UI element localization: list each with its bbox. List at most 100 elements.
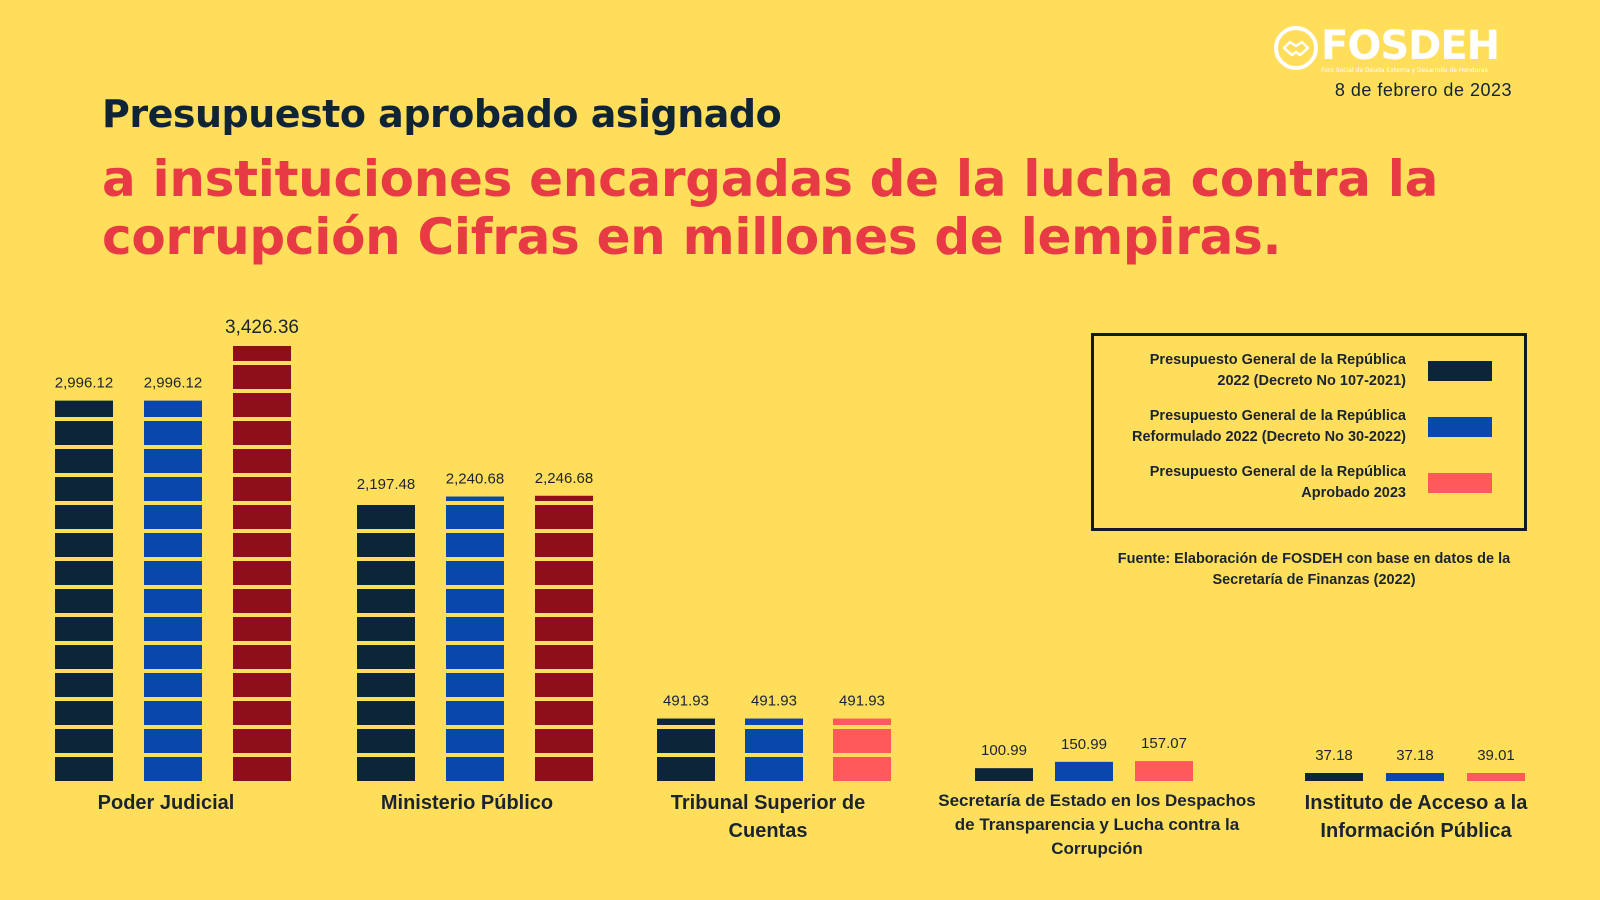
bar-segment — [55, 701, 113, 725]
bar-segment — [144, 757, 202, 781]
bar-segment — [55, 421, 113, 445]
bar — [535, 495, 593, 781]
bar-segment — [535, 505, 593, 529]
logo-subtitle: Foro Social de Deuda Externa y Desarroll… — [1321, 67, 1488, 74]
bar-group: 2,197.48 2,240.68 2,246.68 — [357, 470, 593, 781]
bar-segment — [55, 757, 113, 781]
bar-segment — [55, 505, 113, 529]
bar-segment — [55, 589, 113, 613]
bar-segment — [446, 505, 504, 529]
bar-segment — [535, 673, 593, 697]
bar-segment — [144, 729, 202, 753]
bar — [745, 718, 803, 781]
bar-segment — [55, 449, 113, 473]
bar-segment — [144, 645, 202, 669]
handshake-icon — [1274, 26, 1318, 70]
bar-segment — [446, 673, 504, 697]
bar-segment — [233, 729, 291, 753]
bar-segment — [233, 589, 291, 613]
bar-segment — [233, 617, 291, 641]
bar-segment — [1055, 761, 1113, 781]
bar-segment — [357, 701, 415, 725]
legend-label-line1: Presupuesto General de la República — [1149, 352, 1406, 368]
data-label: 39.01 — [1477, 747, 1515, 764]
bar-segment — [357, 673, 415, 697]
bar-segment — [745, 729, 803, 753]
bar-group: 100.99 150.99 157.07 — [975, 735, 1193, 781]
legend: Presupuesto General de la República 2022… — [1091, 333, 1527, 531]
bar-segment — [1467, 773, 1525, 781]
data-label: 37.18 — [1396, 747, 1434, 764]
data-label: 2,197.48 — [357, 476, 415, 493]
data-label: 2,246.68 — [535, 470, 593, 487]
title-line-2: a instituciones encargadas de la lucha c… — [102, 150, 1439, 266]
bar-segment — [833, 757, 891, 781]
data-label: 100.99 — [981, 742, 1027, 759]
bar-segment — [144, 561, 202, 585]
bar-segment — [657, 729, 715, 753]
bar-segment — [1305, 773, 1363, 781]
bar-segment — [357, 645, 415, 669]
category-label: Secretaría de Estado en los Despachos de… — [938, 791, 1256, 858]
bar-segment — [144, 449, 202, 473]
bar-segment — [233, 673, 291, 697]
bar-segment — [535, 701, 593, 725]
bar-segment — [657, 757, 715, 781]
bar-segment — [144, 505, 202, 529]
bar-segment — [233, 477, 291, 501]
bar — [1467, 773, 1525, 781]
bar — [357, 505, 415, 781]
data-label: 491.93 — [839, 693, 885, 710]
data-label: 3,426.36 — [225, 317, 299, 338]
bar-segment — [535, 561, 593, 585]
source-note: Fuente: Elaboración de FOSDEH con base e… — [1117, 551, 1511, 588]
category-label: Instituto de Acceso a la Información Púb… — [1304, 792, 1528, 842]
bar-segment — [446, 757, 504, 781]
bar-segment — [535, 617, 593, 641]
bar-segment — [233, 505, 291, 529]
bar — [1135, 761, 1193, 781]
bar-segment — [144, 701, 202, 725]
bar-segment — [833, 718, 891, 725]
bar-segment — [357, 757, 415, 781]
bar-segment — [233, 701, 291, 725]
data-label: 2,996.12 — [55, 375, 113, 392]
bar-segment — [233, 645, 291, 669]
bar-segment — [233, 393, 291, 417]
legend-label-line1: Presupuesto General de la República — [1149, 408, 1406, 424]
legend-label-line2: Reformulado 2022 (Decreto No 30-2022) — [1132, 429, 1406, 445]
data-label: 2,240.68 — [446, 471, 504, 488]
legend-swatch-aprobado-2023 — [1428, 473, 1492, 493]
bar-segment — [535, 645, 593, 669]
title-line-1: Presupuesto aprobado asignado — [102, 92, 782, 136]
bar-segment — [144, 421, 202, 445]
bar-segment — [357, 533, 415, 557]
bar — [1386, 773, 1444, 781]
bar-segment — [144, 400, 202, 417]
bar-segment — [144, 533, 202, 557]
bar-segment — [357, 505, 415, 529]
bar-segment — [233, 533, 291, 557]
bar-segment — [357, 617, 415, 641]
bar-segment — [535, 757, 593, 781]
data-label: 150.99 — [1061, 736, 1107, 753]
bar-segment — [55, 400, 113, 417]
bar-segment — [1386, 773, 1444, 781]
bar-segment — [55, 561, 113, 585]
category-label: Tribunal Superior de Cuentas — [670, 792, 866, 842]
legend-label-line1: Presupuesto General de la República — [1149, 464, 1406, 480]
bar-segment — [535, 495, 593, 501]
bar-segment — [833, 729, 891, 753]
bar-segment — [233, 365, 291, 389]
bar-segment — [357, 729, 415, 753]
bar-segment — [144, 673, 202, 697]
bar-segment — [446, 617, 504, 641]
bar-segment — [233, 346, 291, 361]
data-label: 157.07 — [1141, 735, 1187, 752]
bar — [975, 768, 1033, 781]
data-label: 491.93 — [663, 693, 709, 710]
fosdeh-logo: FOSDEH Foro Social de Deuda Externa y De… — [1274, 26, 1514, 74]
bar-segment — [144, 477, 202, 501]
bar-segment — [357, 589, 415, 613]
